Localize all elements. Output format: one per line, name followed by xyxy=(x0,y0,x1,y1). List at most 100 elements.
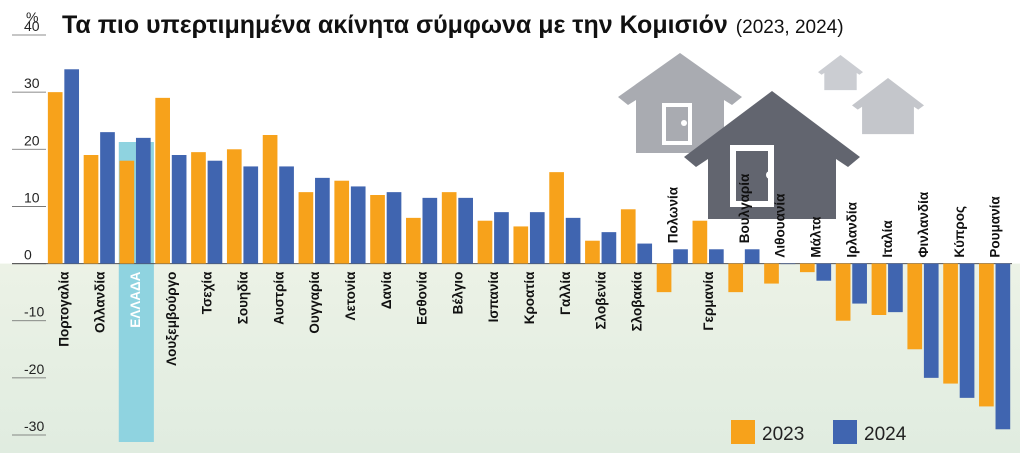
bar-2023 xyxy=(620,209,636,264)
bars xyxy=(47,69,1011,430)
category-label: Τσεχία xyxy=(200,271,215,314)
bar-2024 xyxy=(565,217,581,264)
bar-2024 xyxy=(637,243,653,264)
bar-2023 xyxy=(298,192,314,264)
legend-swatch-2023 xyxy=(731,420,755,444)
y-tick-label: 20 xyxy=(24,132,40,148)
bar-2023 xyxy=(656,263,672,293)
bar-2024 xyxy=(171,155,187,264)
chart-title-main: Τα πιο υπερτιμημένα ακίνητα σύμφωνα με τ… xyxy=(62,11,728,39)
bar-2024 xyxy=(350,186,366,264)
house-icon xyxy=(818,55,863,91)
category-labels: Πορτογαλία Ολλανδία ΕΛΛΑΔΑ Λουξεμβούργο Τσεχ… xyxy=(56,173,1002,366)
category-label: Λετονία xyxy=(343,271,358,321)
legend-label-2023: 2023 xyxy=(762,424,804,445)
bar-2023 xyxy=(764,263,779,284)
category-label: Αυστρία xyxy=(271,271,286,325)
unit-label: % xyxy=(26,9,38,25)
bar-2023 xyxy=(370,195,385,264)
category-label: Πολωνία xyxy=(665,186,680,243)
category-label: Γερμανία xyxy=(701,271,716,331)
bar-2023 xyxy=(119,160,135,264)
bar-2024 xyxy=(923,263,939,378)
y-tick-label: 30 xyxy=(24,75,40,91)
y-tick-label: 0 xyxy=(24,247,32,263)
bar-2024 xyxy=(852,263,867,304)
bar-2023 xyxy=(477,220,493,264)
bar-2023 xyxy=(155,97,170,264)
bar-2023 xyxy=(47,92,63,264)
category-label: Λιθουανία xyxy=(773,193,788,258)
bar-2023 xyxy=(585,240,600,264)
bar-2024 xyxy=(744,249,760,264)
category-label: Δανία xyxy=(379,271,394,309)
chart-title-years: (2023, 2024) xyxy=(736,17,844,38)
bar-2024 xyxy=(959,263,975,398)
bar-2024 xyxy=(64,69,80,264)
bar-2024 xyxy=(494,212,509,264)
category-label: Ουγγαρία xyxy=(307,271,322,334)
category-label: Γαλλία xyxy=(558,271,573,315)
bar-2024 xyxy=(995,263,1011,430)
bar-2023 xyxy=(871,263,887,315)
category-label: Ισπανία xyxy=(486,271,501,323)
y-tick-label: 10 xyxy=(24,189,40,205)
bar-2023 xyxy=(262,135,278,264)
bar-2023 xyxy=(406,217,421,264)
y-tick-label: -20 xyxy=(24,361,44,377)
bar-2023 xyxy=(549,172,564,264)
bar-2023 xyxy=(728,263,744,293)
bar-2024 xyxy=(135,137,151,264)
bar-2023 xyxy=(799,263,815,273)
bar-2023 xyxy=(226,149,242,264)
legend-swatch-2024 xyxy=(833,420,857,444)
bar-2023 xyxy=(334,180,350,264)
category-label: Κροατία xyxy=(522,271,537,324)
bar-2024 xyxy=(422,197,438,264)
category-label: Βουλγαρία xyxy=(737,173,752,243)
category-label: Ολλανδία xyxy=(92,271,107,333)
bar-2023 xyxy=(692,220,708,264)
category-label: Φινλανδία xyxy=(916,191,931,257)
bar-2024 xyxy=(709,249,724,264)
category-label: Ιταλία xyxy=(880,220,895,258)
category-label: Ιρλανδία xyxy=(844,201,859,257)
category-label: Σουηδία xyxy=(236,271,251,324)
bar-2023 xyxy=(979,263,994,407)
y-axis-ticks: 40 30 20 10 0 -10 -20 -30 xyxy=(24,18,44,434)
bar-2024 xyxy=(888,263,903,313)
bar-2023 xyxy=(835,263,851,321)
bar-2024 xyxy=(243,166,259,264)
category-label: Σλοβενία xyxy=(594,271,609,330)
legend: 2023 2024 xyxy=(731,420,907,445)
bar-2023 xyxy=(943,263,958,384)
chart-title: Τα πιο υπερτιμημένα ακίνητα σύμφωνα με τ… xyxy=(62,11,844,39)
bar-2023 xyxy=(907,263,923,350)
category-label: Εσθονία xyxy=(415,271,430,325)
bar-2024 xyxy=(780,263,796,265)
bar-2024 xyxy=(279,166,294,264)
category-label: ΕΛΛΑΔΑ xyxy=(128,271,143,327)
house-illustration xyxy=(618,53,924,219)
legend-label-2024: 2024 xyxy=(864,424,907,445)
bar-2024 xyxy=(207,160,223,264)
bar-2024 xyxy=(458,197,473,264)
y-tick-label: -10 xyxy=(24,304,44,320)
bar-2024 xyxy=(601,232,617,264)
category-label: Κύπρος xyxy=(952,206,967,258)
y-tick-label: 40 xyxy=(24,18,40,34)
category-label: Λουξεμβούργο xyxy=(164,272,179,366)
bar-2023 xyxy=(441,192,457,264)
category-label: Πορτογαλία xyxy=(56,271,71,347)
bar-2024 xyxy=(529,212,545,264)
category-label: Βέλγιο xyxy=(450,272,465,315)
bar-2024 xyxy=(386,192,402,264)
category-label: Σλοβακία xyxy=(629,271,644,332)
bar-2023 xyxy=(513,226,529,264)
bar-2024 xyxy=(673,249,688,264)
bar-2024 xyxy=(816,263,832,281)
bar-2023 xyxy=(83,155,99,264)
house-icon xyxy=(852,78,924,135)
house-icon xyxy=(618,53,742,153)
